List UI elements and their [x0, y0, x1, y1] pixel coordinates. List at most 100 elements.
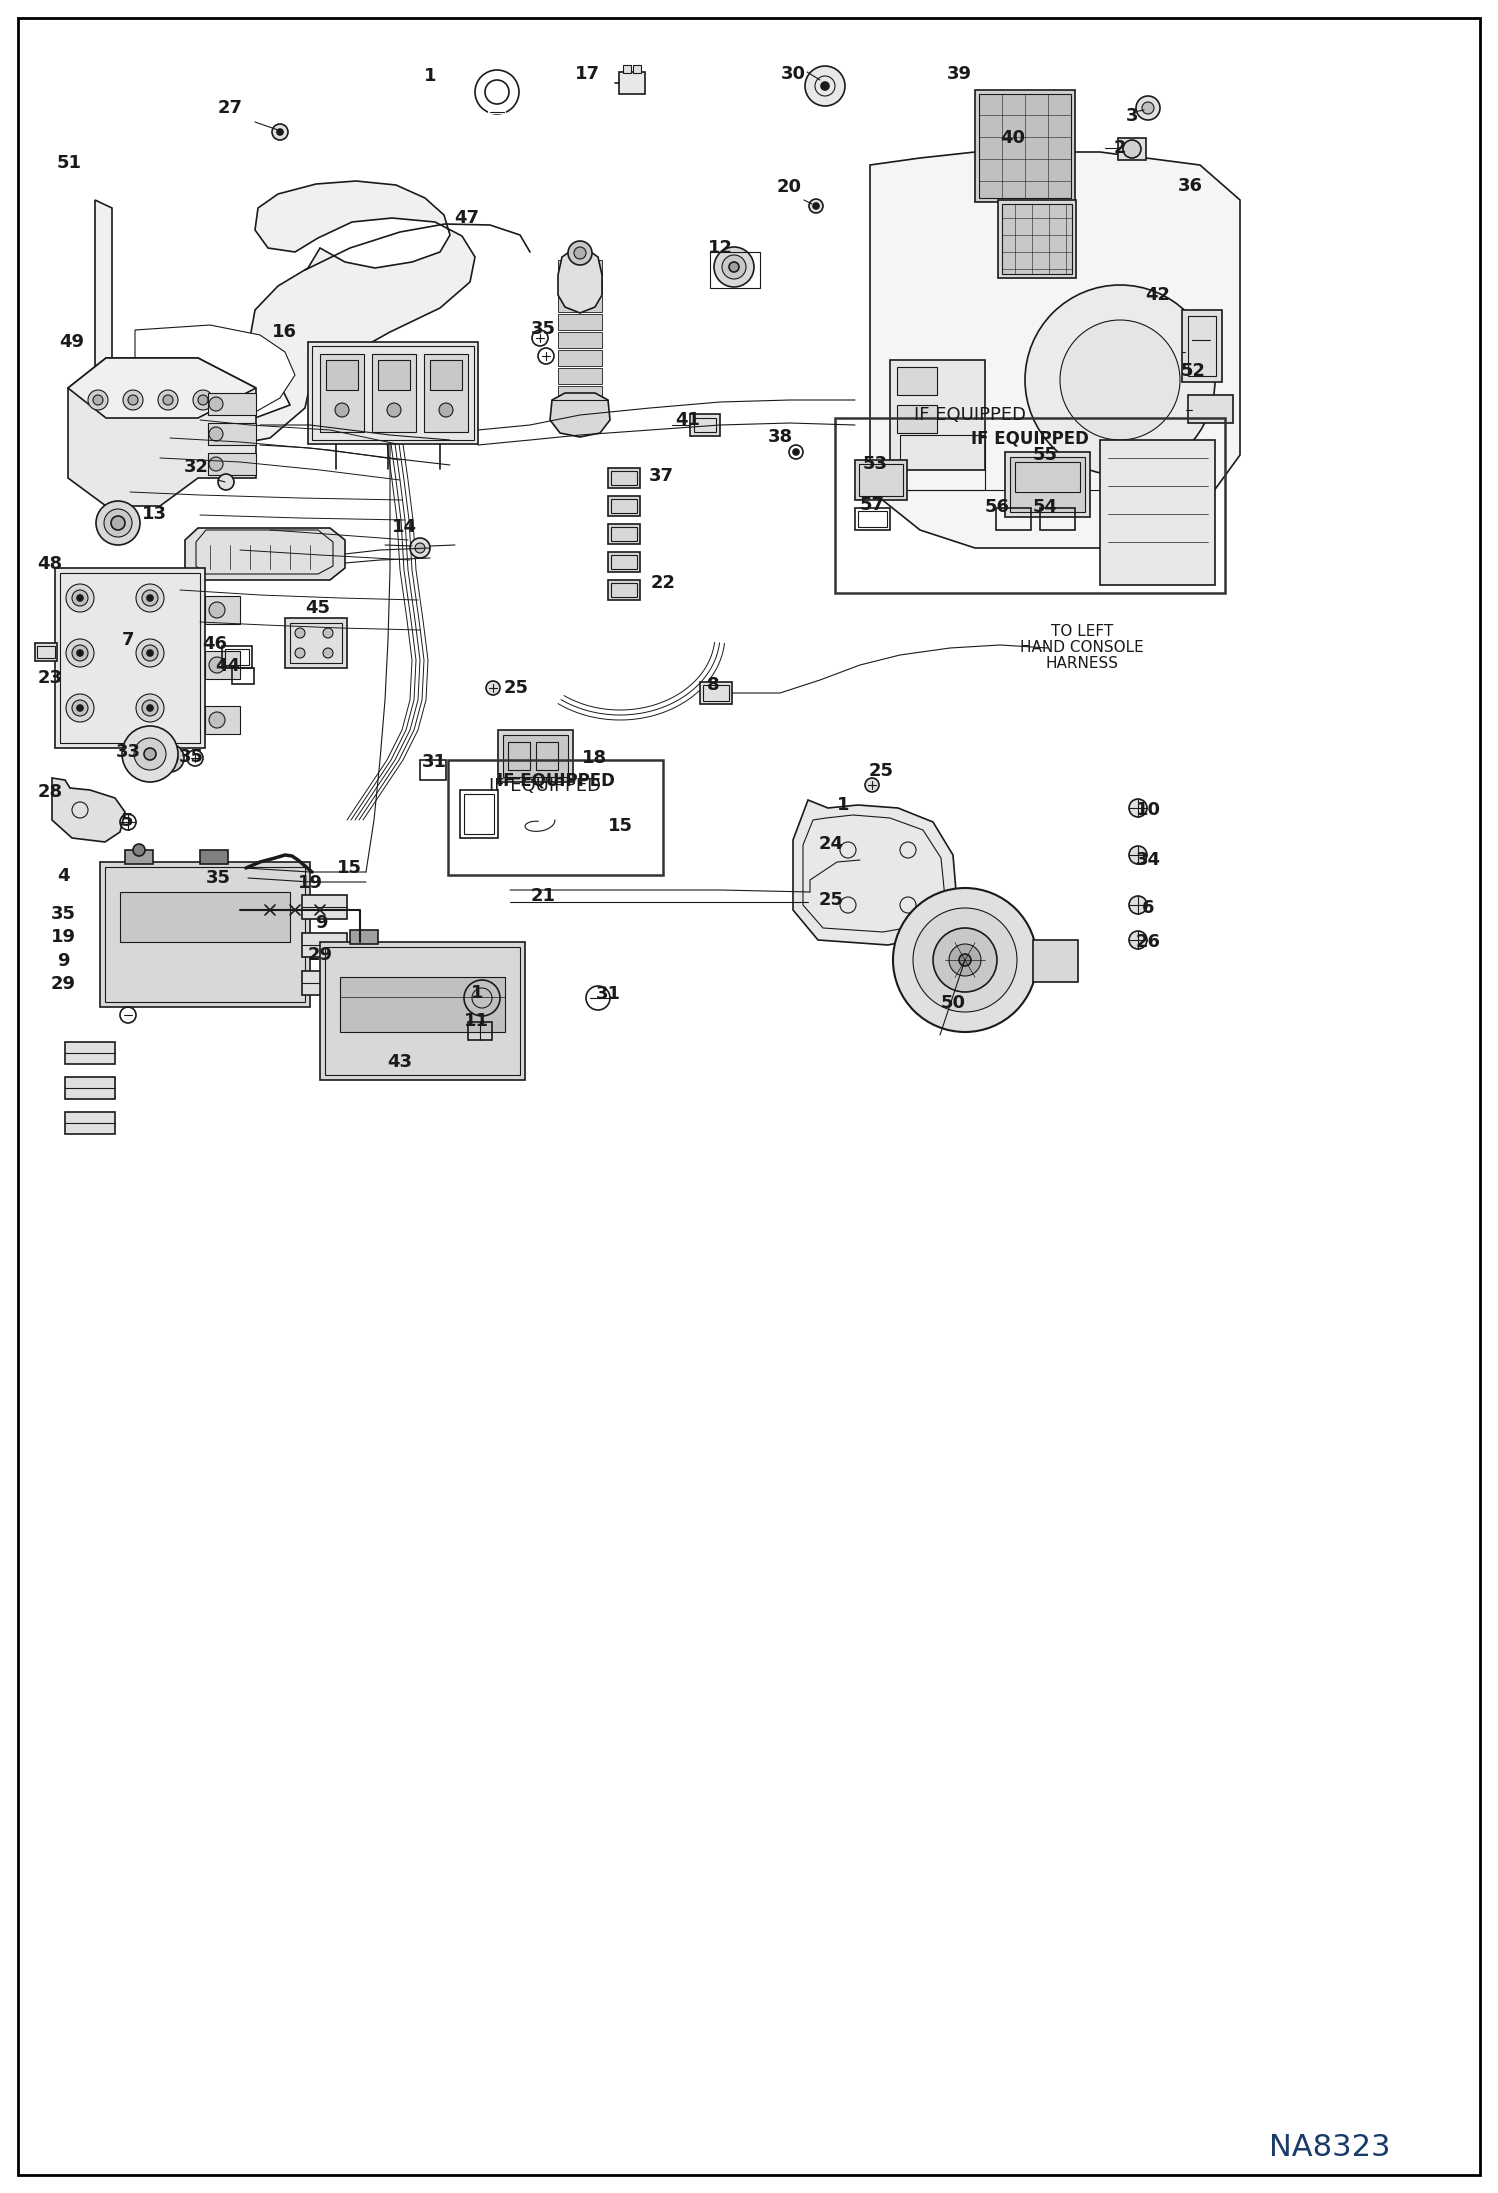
- Bar: [351, 930, 377, 943]
- Bar: [303, 895, 348, 919]
- Bar: [623, 66, 631, 72]
- Bar: [996, 509, 1031, 531]
- Polygon shape: [792, 800, 959, 945]
- Text: IF EQUIPPED: IF EQUIPPED: [914, 406, 1026, 423]
- Text: 12: 12: [707, 239, 733, 257]
- Bar: [34, 643, 57, 660]
- Bar: [557, 261, 602, 276]
- Text: 25: 25: [818, 890, 843, 910]
- Bar: [327, 360, 358, 390]
- Bar: [508, 741, 530, 770]
- Bar: [325, 947, 520, 1075]
- Text: 33: 33: [115, 743, 141, 761]
- Circle shape: [123, 390, 142, 410]
- Circle shape: [210, 713, 225, 728]
- Bar: [64, 1112, 115, 1134]
- Text: 1: 1: [470, 985, 484, 1002]
- Polygon shape: [52, 779, 124, 842]
- Circle shape: [156, 743, 184, 772]
- Text: 52: 52: [1180, 362, 1206, 379]
- Bar: [497, 730, 574, 783]
- Polygon shape: [557, 248, 602, 314]
- Circle shape: [295, 647, 306, 658]
- Text: 49: 49: [60, 333, 84, 351]
- Circle shape: [66, 583, 94, 612]
- Circle shape: [210, 658, 225, 673]
- Bar: [608, 579, 640, 601]
- Text: 32: 32: [183, 458, 208, 476]
- Bar: [557, 331, 602, 349]
- Text: 4: 4: [57, 866, 69, 886]
- Bar: [105, 866, 306, 1002]
- Bar: [124, 851, 153, 864]
- Circle shape: [386, 404, 401, 417]
- Bar: [980, 94, 1071, 197]
- Bar: [536, 741, 557, 770]
- Text: 55: 55: [1032, 445, 1058, 465]
- Text: TO LEFT: TO LEFT: [1052, 625, 1113, 640]
- Bar: [1016, 463, 1080, 491]
- Bar: [897, 366, 938, 395]
- Text: 6: 6: [1141, 899, 1155, 917]
- Bar: [503, 735, 568, 776]
- Bar: [460, 789, 497, 838]
- Bar: [557, 386, 602, 401]
- Bar: [372, 353, 416, 432]
- Circle shape: [136, 583, 163, 612]
- Text: 35: 35: [530, 320, 556, 338]
- Circle shape: [821, 81, 828, 90]
- Text: 19: 19: [298, 875, 322, 893]
- Bar: [611, 526, 637, 542]
- Text: 48: 48: [37, 555, 63, 572]
- Circle shape: [142, 590, 157, 605]
- Bar: [858, 511, 887, 526]
- Circle shape: [950, 943, 981, 976]
- Circle shape: [133, 739, 166, 770]
- Bar: [557, 279, 602, 294]
- Text: 28: 28: [37, 783, 63, 800]
- Text: 40: 40: [1001, 129, 1026, 147]
- Text: 35: 35: [205, 868, 231, 886]
- Text: 31: 31: [596, 985, 620, 1002]
- Bar: [55, 568, 205, 748]
- Bar: [60, 572, 201, 743]
- Text: 19: 19: [51, 928, 75, 945]
- Bar: [285, 618, 348, 669]
- Circle shape: [415, 544, 425, 553]
- Text: NA8323: NA8323: [1269, 2134, 1390, 2162]
- Text: 26: 26: [1135, 932, 1161, 952]
- Bar: [858, 465, 903, 496]
- Circle shape: [88, 390, 108, 410]
- Text: IF EQUIPPED: IF EQUIPPED: [488, 776, 601, 796]
- Bar: [201, 851, 228, 864]
- Circle shape: [96, 500, 139, 546]
- Text: 38: 38: [767, 428, 792, 445]
- Text: 35: 35: [178, 748, 204, 765]
- Bar: [1005, 452, 1091, 518]
- Circle shape: [1061, 320, 1180, 441]
- Bar: [205, 596, 240, 625]
- Circle shape: [485, 682, 500, 695]
- Bar: [557, 314, 602, 329]
- Circle shape: [142, 645, 157, 660]
- Circle shape: [142, 700, 157, 715]
- Circle shape: [76, 704, 82, 711]
- Text: 53: 53: [863, 454, 887, 474]
- Polygon shape: [550, 393, 610, 436]
- Bar: [208, 393, 256, 414]
- Bar: [120, 893, 291, 943]
- Bar: [1040, 509, 1076, 531]
- Text: 56: 56: [984, 498, 1010, 515]
- Polygon shape: [67, 357, 256, 419]
- Circle shape: [933, 928, 998, 991]
- Circle shape: [210, 456, 223, 471]
- Circle shape: [893, 888, 1037, 1033]
- Text: 36: 36: [1177, 178, 1203, 195]
- Text: 45: 45: [306, 599, 331, 616]
- Text: 2: 2: [1113, 138, 1126, 158]
- Bar: [64, 1042, 115, 1064]
- Bar: [608, 496, 640, 515]
- Circle shape: [804, 66, 845, 105]
- Polygon shape: [184, 529, 345, 579]
- Text: 44: 44: [216, 658, 241, 675]
